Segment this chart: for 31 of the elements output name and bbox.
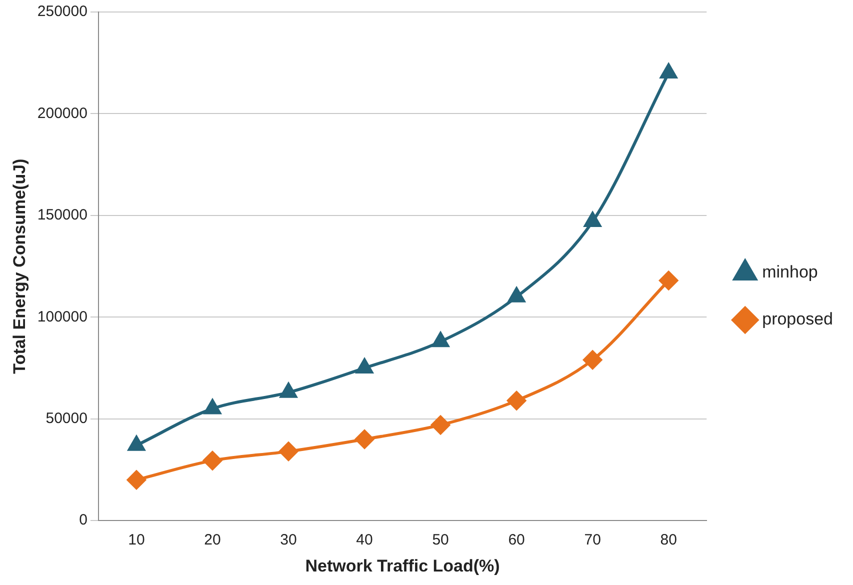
point [355, 430, 374, 449]
x-tick-label: 10 [128, 532, 145, 549]
point [356, 358, 373, 374]
point [432, 332, 449, 348]
point [279, 442, 298, 461]
legend-label: proposed [762, 310, 833, 329]
y-tick-label: 50000 [46, 410, 88, 428]
legend-label: minhop [762, 262, 818, 282]
point [508, 287, 525, 302]
y-axis-title: Total Energy Consume(uJ) [10, 158, 29, 374]
y-tick-label: 250000 [37, 3, 88, 20]
x-tick-label: 80 [660, 532, 677, 549]
x-axis-title: Network Traffic Load(%) [305, 556, 500, 576]
x-tick-label: 30 [280, 532, 297, 549]
point [507, 391, 526, 410]
point [659, 271, 678, 290]
y-tick-label: 0 [79, 512, 88, 529]
x-tick-label: 20 [204, 532, 221, 549]
point [431, 415, 450, 434]
x-tick-label: 70 [584, 532, 601, 549]
point [660, 64, 678, 79]
point [584, 212, 602, 228]
x-tick-label: 50 [432, 532, 449, 549]
point [126, 470, 146, 490]
y-tick-label: 100000 [37, 308, 88, 326]
y-tick-label: 200000 [37, 104, 88, 122]
x-tick-label: 60 [508, 532, 525, 549]
point [583, 350, 602, 370]
point [202, 451, 222, 470]
y-tick-label: 150000 [37, 206, 88, 224]
x-tick-label: 40 [356, 532, 373, 549]
